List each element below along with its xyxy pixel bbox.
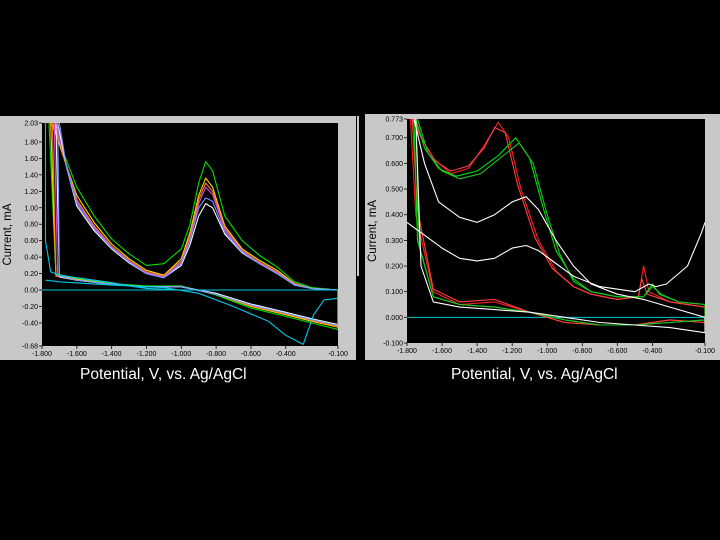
left-x-tick-label: -0.100 xyxy=(328,351,348,358)
left-chart-panel: 2.03 1.80 1.60 1.40 1.20 1.00 0.80 0.60 0.40 0.20… xyxy=(0,116,356,360)
right-chart-panel: 0.773 0.700 0.600 0.500 0.400 0.300 0.200 0.100… xyxy=(365,114,720,360)
left-voltammogram: 2.03 1.80 1.60 1.40 1.20 1.00 0.80 0.60 0.40 0.20… xyxy=(2,121,348,359)
right-y-tick-label: 0.100 xyxy=(385,289,403,296)
left-y-tick-label: 1.40 xyxy=(24,172,38,179)
right-y-tick-label: 0.600 xyxy=(385,161,403,168)
left-x-tick-label: -1.800 xyxy=(32,351,52,358)
right-y-tick-label: 0.200 xyxy=(385,264,403,271)
right-x-tick-label: -1.800 xyxy=(397,348,417,355)
right-x-axis-caption: Potential, V, vs. Ag/AgCl xyxy=(451,366,618,383)
left-y-tick-label: 0.80 xyxy=(24,222,38,229)
left-x-tick-label: -1.400 xyxy=(102,351,122,358)
left-x-axis-caption: Potential, V, vs. Ag/AgCl xyxy=(80,366,247,383)
left-series-line-1 xyxy=(48,123,338,331)
right-x-tick-label: -1.600 xyxy=(432,348,452,355)
right-series-line-5 xyxy=(413,119,705,334)
left-y-tick-label: -0.40 xyxy=(22,320,38,327)
right-y-tick-label: 0.700 xyxy=(385,135,403,142)
right-x-tick-label: -0.800 xyxy=(572,348,592,355)
left-y-tick-label: 0.40 xyxy=(24,255,38,262)
right-plot-area xyxy=(407,119,705,343)
right-voltammogram: 0.773 0.700 0.600 0.500 0.400 0.300 0.200 0.100… xyxy=(367,117,715,356)
right-series-line-6 xyxy=(407,221,705,293)
left-y-tick-label: 0.20 xyxy=(24,271,38,278)
left-x-tick-label: -0.600 xyxy=(241,351,261,358)
right-series-line-2 xyxy=(411,119,705,326)
right-y-tick-label: 0.773 xyxy=(385,117,403,124)
right-y-tick-label: 0.000 xyxy=(385,315,403,322)
left-x-tick-label: -1.200 xyxy=(137,351,157,358)
right-x-tick-label: -1.400 xyxy=(467,348,487,355)
left-y-tick-label: -0.20 xyxy=(22,304,38,311)
left-series-group xyxy=(42,123,338,345)
left-series-line-6 xyxy=(57,123,338,326)
left-y-tick-label: 0.00 xyxy=(24,288,38,295)
left-y-axis-label: Current, mA xyxy=(2,203,14,265)
right-y-tick-label: -0.100 xyxy=(383,341,403,348)
left-x-tick-label: -0.400 xyxy=(276,351,296,358)
panel-divider xyxy=(357,116,359,276)
right-series-line-4 xyxy=(415,119,705,326)
right-series-group xyxy=(407,119,705,334)
left-y-tick-label: 1.80 xyxy=(24,139,38,146)
right-x-tick-label: -0.400 xyxy=(642,348,662,355)
left-y-tick-label: 1.60 xyxy=(24,156,38,163)
right-x-tick-label: -0.100 xyxy=(695,348,715,355)
right-y-tick-label: 0.500 xyxy=(385,187,403,194)
left-x-tick-label: -1.600 xyxy=(67,351,87,358)
left-series-line-7 xyxy=(44,123,338,345)
left-y-tick-label: 1.00 xyxy=(24,205,38,212)
right-x-tick-label: -0.600 xyxy=(607,348,627,355)
left-y-tick-label: -0.68 xyxy=(22,344,38,351)
left-x-tick-label: -0.800 xyxy=(206,351,226,358)
left-x-tick-label: -1.000 xyxy=(171,351,191,358)
right-x-tick-label: -1.000 xyxy=(537,348,557,355)
left-y-tick-label: 1.20 xyxy=(24,189,38,196)
right-y-tick-label: 0.400 xyxy=(385,212,403,219)
right-x-tick-label: -1.200 xyxy=(502,348,522,355)
left-y-tick-label: 0.60 xyxy=(24,238,38,245)
right-y-tick-label: 0.300 xyxy=(385,238,403,245)
left-y-tick-label: 2.03 xyxy=(24,121,38,128)
right-y-axis-label: Current, mA xyxy=(367,200,379,262)
